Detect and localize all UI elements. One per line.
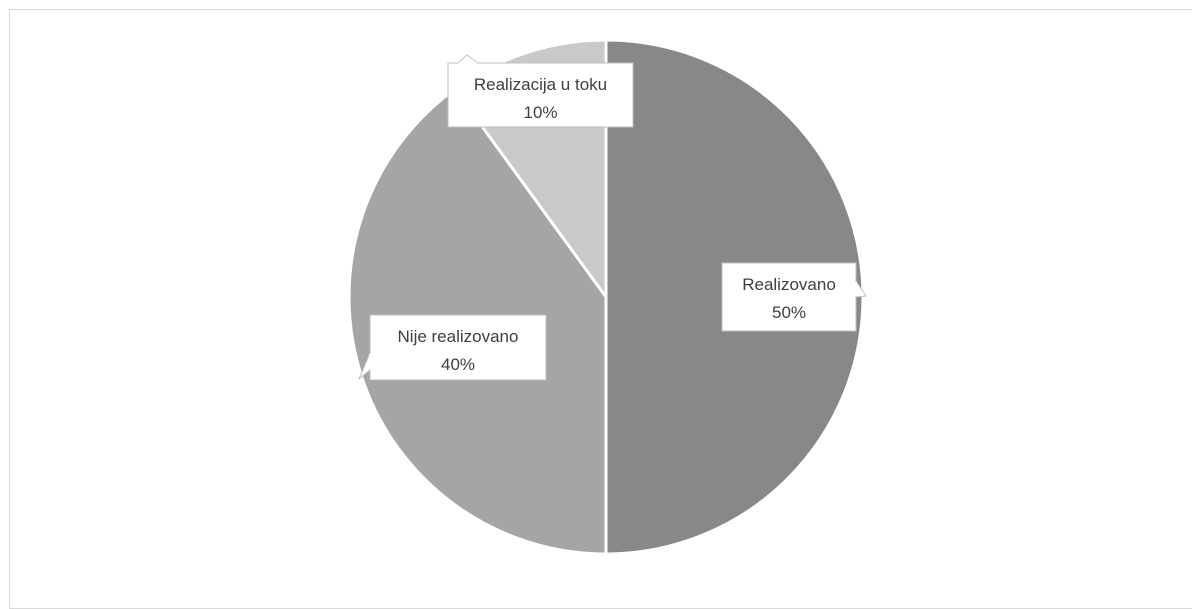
- data-label-realizovano: Realizovano 50%: [721, 262, 867, 332]
- data-label-realizacija-u-toku: Realizacija u toku 10%: [447, 54, 634, 128]
- data-label-nije-realizovano: Nije realizovano 40%: [358, 314, 547, 381]
- slice-label-percent: 50%: [772, 303, 806, 322]
- callout-box: [447, 62, 634, 128]
- callout-box: [369, 314, 547, 381]
- callout-pointer: [855, 280, 867, 298]
- slice-label-percent: 10%: [523, 103, 557, 122]
- callout-pointer: [358, 352, 371, 380]
- slice-label-name: Realizovano: [742, 275, 836, 294]
- callout-box: [721, 262, 857, 332]
- callout-seam: [855, 282, 857, 296]
- data-labels: Realizovano 50% Nije realizovano 40% Realiza…: [358, 54, 867, 381]
- slice-label-percent: 40%: [441, 355, 475, 374]
- slice-label-name: Realizacija u toku: [474, 75, 607, 94]
- callout-seam: [459, 62, 477, 64]
- pie-chart: Realizovano 50% Nije realizovano 40% Realiza…: [347, 38, 867, 556]
- callout-seam: [369, 354, 371, 369]
- callout-pointer: [457, 54, 479, 64]
- slice-label-name: Nije realizovano: [398, 327, 519, 346]
